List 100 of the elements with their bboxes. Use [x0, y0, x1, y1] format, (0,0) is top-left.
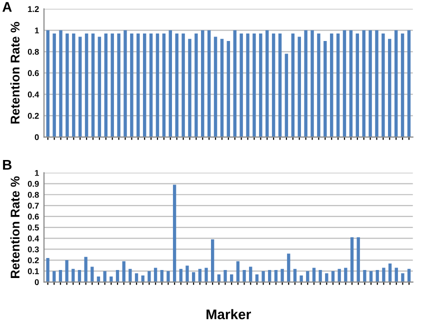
bar [66, 33, 69, 138]
bar [350, 237, 354, 282]
bar [388, 38, 392, 138]
bar [186, 266, 189, 282]
bar [103, 271, 106, 282]
y-tick-label: 0.2 [28, 112, 39, 119]
y-tick-label: 0.2 [28, 257, 39, 264]
bar [46, 258, 50, 282]
bar [233, 30, 236, 138]
y-tick-label: 0.9 [28, 180, 39, 187]
bar [401, 273, 404, 282]
bar [128, 268, 132, 282]
bar [246, 33, 250, 138]
bar [300, 275, 303, 282]
bar [363, 270, 366, 282]
bar [59, 30, 62, 138]
bar [162, 33, 166, 138]
bar [130, 33, 134, 138]
y-tick-label: 0.8 [28, 192, 39, 198]
y-tick-label: 1.2 [28, 6, 39, 12]
bar [207, 30, 211, 138]
bar [122, 261, 126, 282]
bar [149, 33, 153, 138]
bar [201, 30, 204, 138]
bar [356, 33, 360, 138]
bar [142, 33, 146, 138]
bar [154, 268, 158, 282]
y-tick-label: 1 [35, 170, 39, 176]
bar [310, 30, 314, 138]
bar [110, 276, 113, 282]
bar [72, 33, 76, 138]
bar [90, 266, 94, 282]
bar [65, 260, 68, 282]
bar [78, 270, 82, 282]
bar [98, 36, 102, 138]
bar [278, 33, 282, 138]
y-tick-label: 0.8 [28, 48, 39, 55]
bar [210, 239, 214, 282]
y-tick-label: 0 [34, 134, 39, 140]
bar [376, 270, 379, 282]
bar [362, 30, 366, 138]
bar [394, 30, 398, 138]
bar [104, 33, 108, 138]
bar [136, 33, 140, 138]
bar [172, 184, 176, 282]
bar [293, 268, 297, 282]
bar [274, 270, 278, 282]
y-tick-label: 0.4 [28, 236, 40, 242]
bar [156, 33, 160, 138]
bar [349, 30, 353, 138]
bar [336, 33, 340, 138]
bar [400, 33, 404, 138]
y-tick-label: 0.1 [28, 268, 39, 274]
bar [166, 271, 170, 282]
bar [236, 261, 240, 282]
bar [317, 33, 320, 138]
bar [192, 272, 196, 282]
bar [148, 271, 151, 282]
y-axis-title: Retention Rate % [10, 22, 20, 124]
bar [240, 33, 243, 138]
bar [224, 270, 227, 282]
bar [259, 33, 262, 138]
bar [368, 30, 372, 138]
bar [262, 271, 265, 282]
bar [324, 40, 327, 138]
bar [407, 268, 411, 282]
bar [280, 268, 284, 282]
bar [198, 268, 202, 282]
chart-title: A [2, 2, 12, 12]
bar [194, 33, 198, 138]
bar [298, 36, 301, 138]
bar [338, 268, 341, 282]
bar [249, 266, 252, 282]
bar [242, 270, 246, 282]
bar [312, 268, 316, 282]
bar [382, 268, 386, 282]
bar [331, 271, 335, 282]
y-tick-label: 0.6 [28, 214, 39, 220]
bar [407, 30, 411, 138]
bar [46, 30, 50, 138]
bar [369, 271, 373, 282]
bar [168, 30, 172, 138]
bar [182, 33, 185, 138]
x-axis-title: Marker [206, 309, 251, 320]
bar [226, 40, 230, 138]
bar [78, 36, 82, 138]
bar [272, 33, 276, 138]
bar [304, 30, 308, 138]
y-tick-label: 0.3 [28, 246, 39, 252]
bar [188, 38, 192, 138]
bar [342, 30, 346, 138]
bar [58, 270, 62, 282]
bar [175, 33, 178, 138]
bar [179, 268, 182, 282]
bar [91, 33, 95, 138]
bar [204, 268, 208, 282]
bar [375, 30, 378, 138]
y-tick-label: 0.7 [28, 202, 39, 209]
bar [84, 33, 88, 138]
y-tick-label: 0.5 [28, 224, 39, 230]
